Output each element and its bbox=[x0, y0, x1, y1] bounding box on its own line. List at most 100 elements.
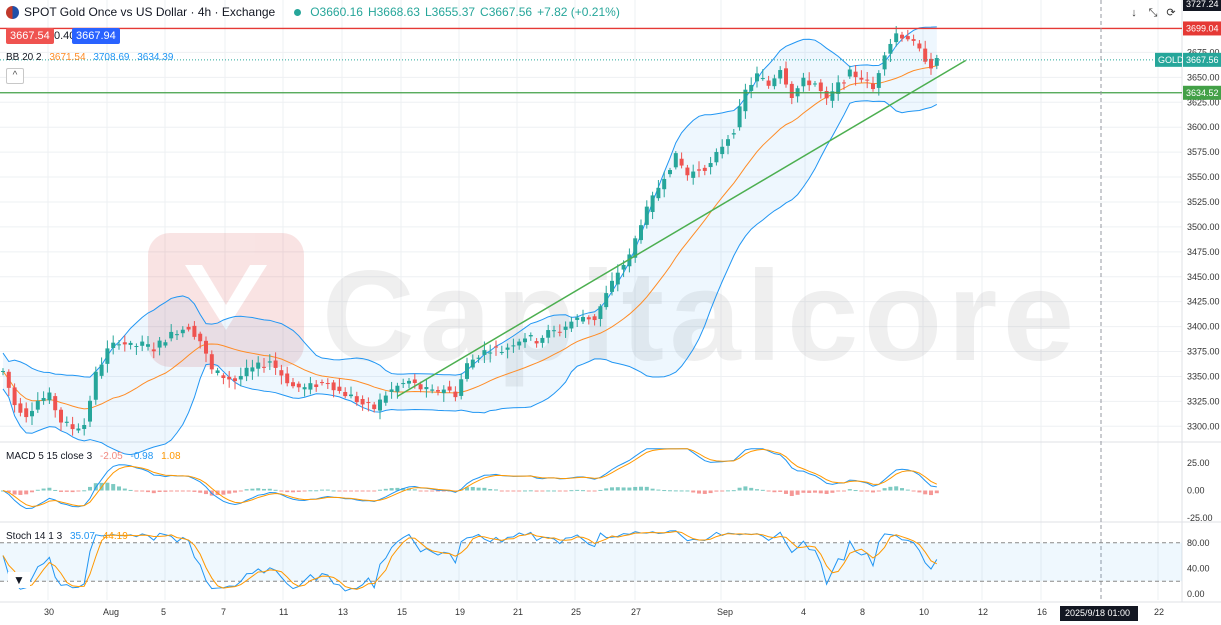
macd-bar bbox=[575, 489, 580, 491]
candle-body bbox=[308, 383, 313, 390]
macd-bar bbox=[766, 490, 771, 492]
symbol-tag: GOLD bbox=[1158, 55, 1184, 65]
macd-bar bbox=[499, 490, 504, 492]
grid bbox=[0, 0, 1182, 600]
candle-body bbox=[35, 400, 40, 410]
macd-bar bbox=[279, 490, 284, 492]
candle-body bbox=[517, 341, 522, 346]
arrow-down-icon[interactable]: ↓ bbox=[1131, 7, 1137, 19]
candle-body bbox=[650, 195, 655, 213]
candle-body bbox=[900, 34, 904, 39]
macd-hist-value: -2.05 bbox=[99, 451, 123, 462]
candle-body bbox=[523, 338, 527, 343]
macd-bar bbox=[424, 490, 429, 492]
fullscreen-icon[interactable]: ⤡ bbox=[1148, 7, 1158, 19]
candle-body bbox=[180, 329, 185, 334]
macd-bar bbox=[465, 487, 469, 491]
macd-bar bbox=[238, 490, 243, 492]
candle-body bbox=[436, 390, 440, 392]
candle-body bbox=[256, 362, 261, 369]
macd-bar bbox=[6, 490, 11, 493]
candle-body bbox=[853, 71, 858, 78]
candle-body bbox=[262, 366, 266, 368]
symbol-title[interactable]: SPOT Gold Once vs US Dollar · 4h · Excha… bbox=[24, 5, 276, 19]
candle-body bbox=[447, 386, 452, 391]
candle-body bbox=[233, 378, 237, 382]
stoch-d-line bbox=[2, 531, 938, 590]
macd-bar bbox=[389, 488, 394, 491]
macd-bar bbox=[250, 488, 255, 491]
macd-bar bbox=[122, 488, 127, 491]
candle-body bbox=[320, 382, 324, 384]
candle-body bbox=[285, 373, 290, 384]
price-tick-label: 3425.00 bbox=[1187, 297, 1220, 307]
top-price-tag: 3727.24 bbox=[1186, 0, 1219, 9]
macd-bar bbox=[441, 490, 446, 492]
stoch-legend[interactable]: Stoch 14 1 3 35.07 44.19 bbox=[6, 531, 133, 542]
candle-body bbox=[169, 331, 174, 339]
candle-body bbox=[801, 77, 806, 87]
candle-body bbox=[499, 352, 504, 354]
macd-bar bbox=[24, 490, 29, 495]
macd-axis: 25.00 0.00 -25.00 bbox=[1187, 458, 1213, 523]
time-tick-label: 11 bbox=[279, 607, 288, 617]
candle-body bbox=[615, 272, 620, 285]
candle-body bbox=[279, 370, 284, 376]
resistance-price-tag-bg bbox=[1183, 21, 1221, 36]
macd-bar bbox=[482, 487, 487, 491]
macd-bar bbox=[726, 490, 730, 492]
bb-label: BB 20 2 bbox=[6, 52, 42, 63]
macd-bar bbox=[871, 490, 875, 493]
watermark: Capitalcore bbox=[148, 233, 1074, 388]
macd-legend[interactable]: MACD 5 15 close 3 -2.05 -0.98 1.08 bbox=[6, 451, 186, 462]
candle-body bbox=[726, 139, 730, 146]
macd-bar bbox=[807, 490, 812, 493]
bb-fill bbox=[3, 26, 937, 455]
macd-bar bbox=[668, 490, 672, 492]
macd-bar bbox=[818, 490, 823, 494]
current-price-tag: 3667.56 bbox=[1186, 55, 1219, 65]
candle-body bbox=[905, 36, 910, 40]
price-tick-label: 3575.00 bbox=[1187, 147, 1220, 157]
candle-body bbox=[325, 383, 330, 385]
cursor-time-label: 2025/9/18 01:00 bbox=[1065, 608, 1130, 618]
bb-legend[interactable]: BB 20 2 3671.54 3708.69 3634.39 bbox=[6, 52, 178, 63]
collapse-legend-button[interactable]: ^ bbox=[6, 68, 24, 84]
trendline bbox=[397, 59, 967, 398]
candle-body bbox=[697, 169, 701, 171]
macd-bar bbox=[784, 490, 788, 494]
macd-bar bbox=[47, 487, 52, 491]
candle-body bbox=[778, 70, 783, 79]
ohlc-change: +7.82 (+0.21%) bbox=[537, 5, 620, 19]
macd-bar bbox=[650, 488, 655, 491]
candle-body bbox=[668, 170, 672, 175]
candle-body bbox=[47, 392, 52, 401]
macd-bar bbox=[128, 489, 133, 491]
buy-price-button[interactable]: 3667.94 bbox=[72, 28, 120, 44]
refresh-icon[interactable]: ⟳ bbox=[1166, 7, 1176, 19]
macd-bar bbox=[302, 490, 307, 492]
macd-bar bbox=[934, 490, 939, 494]
candle-body bbox=[430, 389, 435, 391]
candle-body bbox=[12, 387, 17, 406]
macd-bar bbox=[604, 488, 609, 491]
macd-bar bbox=[401, 488, 406, 491]
time-tick-label: 4 bbox=[801, 607, 806, 617]
macd-histogram bbox=[1, 482, 939, 497]
candle-body bbox=[221, 375, 226, 379]
macd-bar bbox=[905, 489, 910, 491]
candle-body bbox=[99, 364, 104, 376]
sell-price-button[interactable]: 3667.54 bbox=[6, 28, 54, 44]
price-tick-label: 3625.00 bbox=[1187, 97, 1220, 107]
candle-body bbox=[807, 80, 812, 86]
candle-body bbox=[93, 371, 98, 400]
macd-bar bbox=[662, 490, 667, 492]
macd-bar bbox=[343, 490, 348, 492]
candle-body bbox=[511, 345, 516, 347]
macd-bar bbox=[88, 486, 92, 491]
candle-body bbox=[354, 396, 359, 403]
candle-body bbox=[876, 73, 881, 88]
candle-body bbox=[494, 346, 498, 348]
bb-lower-value: 3634.39 bbox=[137, 52, 174, 63]
